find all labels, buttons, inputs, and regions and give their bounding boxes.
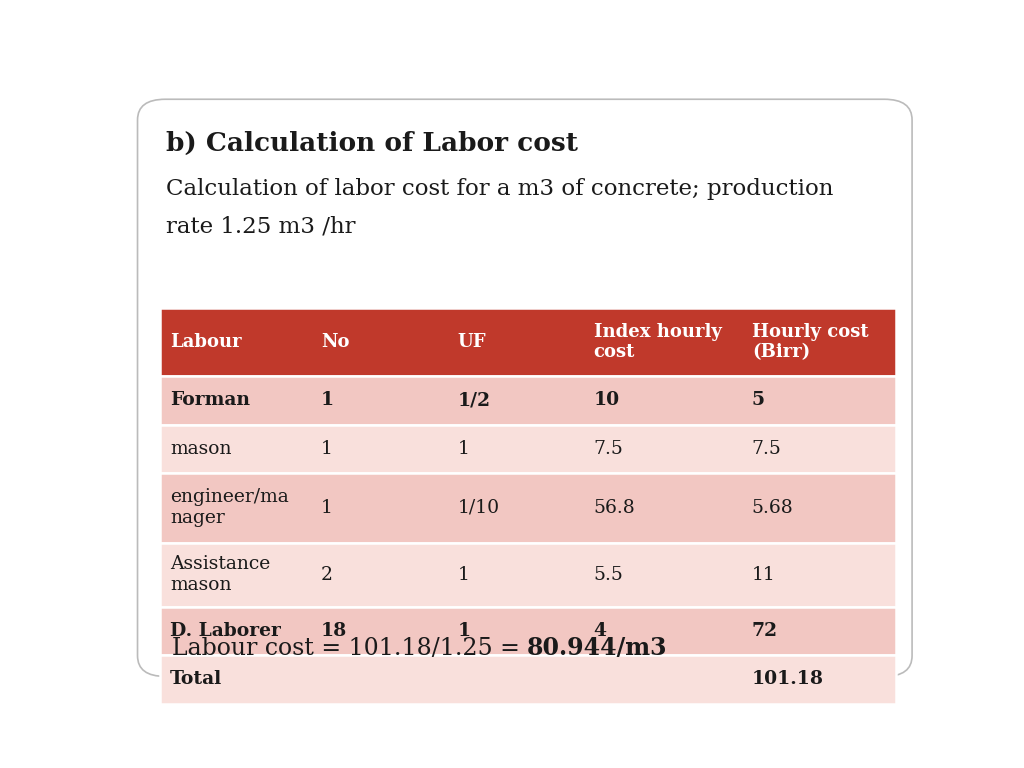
Bar bbox=[160, 543, 896, 607]
Text: 18: 18 bbox=[322, 622, 347, 640]
Text: Total: Total bbox=[170, 670, 222, 688]
Text: 1: 1 bbox=[458, 622, 470, 640]
Text: 11: 11 bbox=[752, 566, 775, 584]
Text: 56.8: 56.8 bbox=[594, 499, 635, 517]
Text: 1/10: 1/10 bbox=[458, 499, 500, 517]
Text: 1: 1 bbox=[322, 391, 334, 409]
Text: No: No bbox=[322, 333, 349, 351]
Text: Labour: Labour bbox=[170, 333, 242, 351]
Text: UF: UF bbox=[458, 333, 486, 351]
Text: 101.18: 101.18 bbox=[752, 670, 824, 688]
Text: 5.68: 5.68 bbox=[752, 499, 794, 517]
Text: 1: 1 bbox=[458, 440, 469, 458]
Bar bbox=[160, 308, 896, 376]
Text: 72: 72 bbox=[752, 622, 778, 640]
Text: Labour cost = 101.18/1.25 =: Labour cost = 101.18/1.25 = bbox=[172, 637, 527, 660]
Bar bbox=[160, 473, 896, 543]
Text: 80.944/m3: 80.944/m3 bbox=[527, 636, 668, 660]
Text: 4: 4 bbox=[594, 622, 606, 640]
Text: Calculation of labor cost for a m3 of concrete; production
rate 1.25 m3 /hr: Calculation of labor cost for a m3 of co… bbox=[166, 178, 834, 237]
Text: 5: 5 bbox=[752, 391, 765, 409]
Text: mason: mason bbox=[170, 440, 231, 458]
Text: b) Calculation of Labor cost: b) Calculation of Labor cost bbox=[166, 131, 579, 156]
Text: 1: 1 bbox=[458, 566, 469, 584]
Text: 1: 1 bbox=[322, 440, 333, 458]
Text: 5.5: 5.5 bbox=[594, 566, 624, 584]
Bar bbox=[160, 425, 896, 473]
Text: 1/2: 1/2 bbox=[458, 391, 490, 409]
Bar bbox=[160, 655, 896, 703]
FancyBboxPatch shape bbox=[137, 99, 912, 677]
Bar bbox=[160, 607, 896, 655]
Text: 10: 10 bbox=[594, 391, 620, 409]
Text: Assistance
mason: Assistance mason bbox=[170, 555, 270, 594]
Text: Forman: Forman bbox=[170, 391, 250, 409]
Text: engineer/ma
nager: engineer/ma nager bbox=[170, 488, 289, 528]
Bar bbox=[160, 376, 896, 425]
Text: 2: 2 bbox=[322, 566, 333, 584]
Text: 1: 1 bbox=[322, 499, 333, 517]
Text: Hourly cost
(Birr): Hourly cost (Birr) bbox=[752, 323, 868, 362]
Text: 7.5: 7.5 bbox=[594, 440, 624, 458]
Text: Index hourly
cost: Index hourly cost bbox=[594, 323, 721, 362]
Text: D. Laborer: D. Laborer bbox=[170, 622, 281, 640]
Text: 7.5: 7.5 bbox=[752, 440, 781, 458]
